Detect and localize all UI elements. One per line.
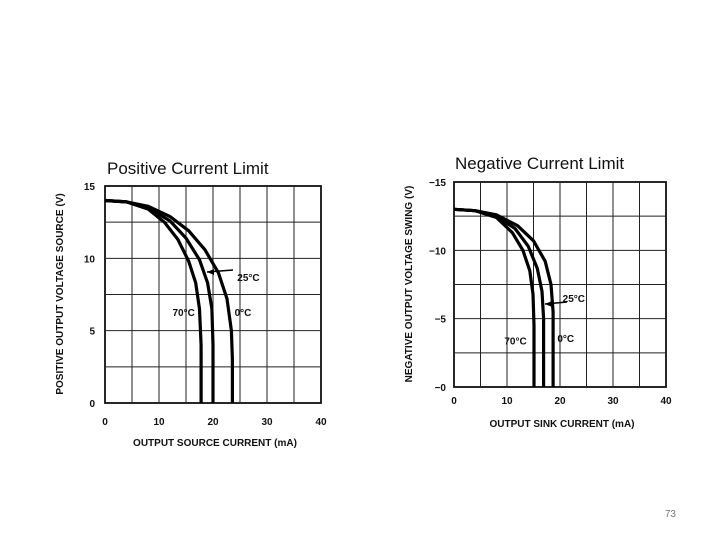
- x-tick-label: 10: [153, 417, 165, 428]
- curve-annotation: 25°C: [237, 273, 259, 284]
- x-tick-label: 20: [554, 396, 566, 407]
- curve-annotation: 25°C: [563, 294, 585, 305]
- y-tick-label: 10: [84, 254, 96, 265]
- curve-annotation: 0°C: [557, 334, 574, 345]
- x-tick-label: 40: [315, 417, 327, 428]
- x-tick-label: 20: [207, 417, 219, 428]
- chart-title: Negative Current Limit: [455, 154, 624, 173]
- chart-positive: Positive Current Limit 0 10 20 30 40 0 5 10 15 OUT…: [55, 159, 327, 449]
- curve-annotation: 70°C: [504, 337, 526, 348]
- x-tick-label: 0: [451, 396, 457, 407]
- chart-negative: Negative Current Limit 0 10 20 30 40 −0 −5 −10 −1…: [404, 154, 672, 430]
- x-tick-label: 10: [501, 396, 513, 407]
- y-tick-label: 15: [84, 182, 96, 193]
- y-tick-label: 5: [89, 327, 95, 338]
- x-tick-label: 30: [607, 396, 619, 407]
- arrowhead-icon: [207, 269, 214, 275]
- y-tick-label: −10: [429, 246, 446, 257]
- chart-title: Positive Current Limit: [107, 159, 269, 178]
- x-tick-label: 40: [660, 396, 672, 407]
- series-line-0c: [453, 207, 555, 387]
- curve-annotation: 70°C: [173, 308, 195, 319]
- arrowhead-icon: [545, 301, 552, 307]
- page-number: 73: [664, 509, 676, 520]
- series-line-0c: [104, 198, 234, 403]
- y-axis-label: POSITIVE OUTPUT VOLTAGE SOURCE (V): [55, 193, 66, 394]
- curve-annotation: 0°C: [235, 308, 252, 319]
- y-tick-label: −0: [435, 383, 447, 394]
- x-axis-label: OUTPUT SOURCE CURRENT (mA): [133, 438, 297, 449]
- y-axis-label: NEGATIVE OUTPUT VOLTAGE SWING (V): [404, 186, 415, 383]
- x-tick-label: 30: [261, 417, 273, 428]
- y-tick-label: 0: [89, 399, 95, 410]
- x-tick-label: 0: [102, 417, 108, 428]
- x-axis-label: OUTPUT SINK CURRENT (mA): [490, 419, 635, 430]
- y-tick-label: −5: [435, 315, 447, 326]
- y-tick-label: −15: [429, 178, 446, 189]
